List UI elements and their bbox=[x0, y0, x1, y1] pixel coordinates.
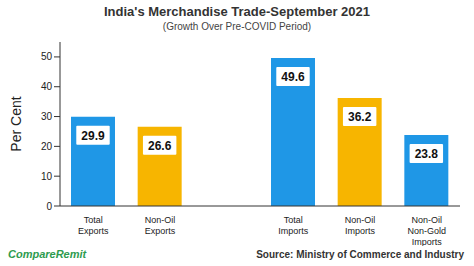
svg-text:TotalExports: TotalExports bbox=[78, 215, 109, 236]
svg-text:Non-OilNon-GoldImports: Non-OilNon-GoldImports bbox=[407, 215, 446, 246]
svg-text:10: 10 bbox=[41, 171, 53, 182]
svg-text:30: 30 bbox=[41, 111, 53, 122]
html-text:Source: Ministry of Commerce a: Source: Ministry of Commerce and Industr… bbox=[256, 249, 464, 260]
svg-text:26.6: 26.6 bbox=[148, 139, 172, 153]
html-text:India's Merchandise Trade-Sept: India's Merchandise Trade-September 2021 bbox=[104, 4, 370, 19]
svg-text:40: 40 bbox=[41, 81, 53, 92]
html-text:(Growth Over Pre-COVID Period): (Growth Over Pre-COVID Period) bbox=[162, 21, 312, 32]
svg-text:23.8: 23.8 bbox=[415, 147, 439, 161]
svg-text:TotalImports: TotalImports bbox=[278, 215, 309, 236]
html-text:CompareRemit: CompareRemit bbox=[8, 248, 87, 260]
svg-text:29.9: 29.9 bbox=[81, 129, 105, 143]
svg-text:Per Cent: Per Cent bbox=[8, 96, 24, 151]
svg-text:Non-OilImports: Non-OilImports bbox=[345, 215, 376, 236]
svg-text:36.2: 36.2 bbox=[348, 110, 372, 124]
svg-text:50: 50 bbox=[41, 51, 53, 62]
svg-text:20: 20 bbox=[41, 141, 53, 152]
svg-text:Non-OilExports: Non-OilExports bbox=[145, 215, 176, 236]
svg-text:49.6: 49.6 bbox=[281, 70, 305, 84]
svg-text:0: 0 bbox=[46, 201, 52, 212]
